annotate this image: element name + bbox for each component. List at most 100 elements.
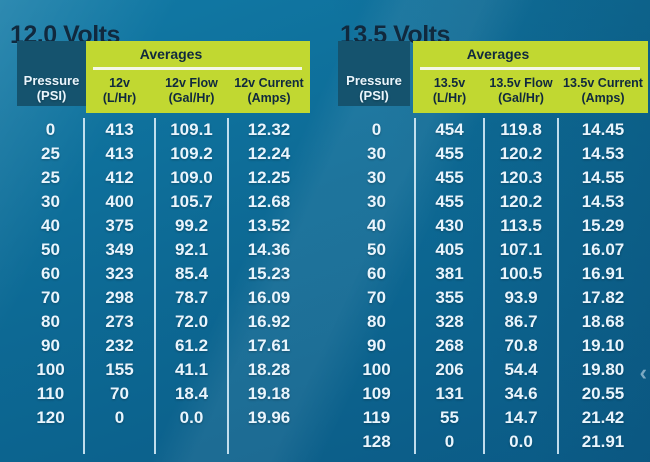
table-cell: 16.92 — [247, 312, 291, 331]
column-header-line1: 12v Current — [234, 76, 304, 90]
averages-underline — [420, 67, 640, 70]
table-cell: 109.2 — [170, 144, 213, 163]
table-cell: 19.96 — [247, 408, 291, 427]
table-cell: 413 — [105, 120, 134, 139]
table-cell: 14.36 — [247, 240, 291, 259]
table-row: 109 131 34.6 20.55 — [338, 382, 648, 406]
table-cell: 298 — [105, 288, 134, 307]
table-cell: 15.23 — [247, 264, 291, 283]
averages-label: Averages — [466, 46, 530, 62]
table-cell: 0 — [45, 120, 56, 139]
table-cell: 100 — [36, 360, 65, 379]
table-row: 110 70 18.4 19.18 — [17, 382, 310, 406]
table-row: 30 455 120.3 14.55 — [338, 166, 648, 190]
table-cell: 120.2 — [499, 192, 543, 211]
table-cell: 17.61 — [247, 336, 291, 355]
table-row: 30 455 120.2 14.53 — [338, 142, 648, 166]
pressure-header-line1: Pressure — [23, 73, 80, 88]
table-cell: 41.1 — [174, 360, 209, 379]
table-cell: 86.7 — [504, 312, 538, 331]
table-cell: 72.0 — [174, 312, 209, 331]
averages-header-band: Averages 12v (L/Hr) 12v Flow (Gal/Hr) 12… — [86, 41, 310, 113]
table-row: 70 355 93.9 17.82 — [338, 286, 648, 310]
column-header-line2: (L/Hr) — [102, 91, 137, 105]
table-row: 0 413 109.1 12.32 — [17, 118, 310, 142]
column-separator — [483, 118, 485, 454]
table-row: 90 232 61.2 17.61 — [17, 334, 310, 358]
table-cell: 12.68 — [247, 192, 291, 211]
table-cell: 105.7 — [170, 192, 213, 211]
column-header-flow-lhr: 12v (L/Hr) — [84, 72, 155, 110]
table-cell: 12.32 — [247, 120, 291, 139]
table-cell: 12.25 — [247, 168, 291, 187]
table-cell: 454 — [435, 120, 464, 139]
table-cell: 100 — [362, 360, 391, 379]
table-cell: 60 — [367, 264, 386, 283]
table-cell: 21.91 — [581, 432, 625, 451]
table-cell: 30 — [41, 192, 60, 211]
table-cell: 13.52 — [247, 216, 291, 235]
table-cell: 70.8 — [504, 336, 538, 355]
table-row: 50 349 92.1 14.36 — [17, 238, 310, 262]
table-cell: 80 — [41, 312, 60, 331]
table-row: 30 455 120.2 14.53 — [338, 190, 648, 214]
table-cell: 18.68 — [581, 312, 625, 331]
table-cell: 60 — [41, 264, 60, 283]
table-cell: 16.09 — [247, 288, 291, 307]
table-row: 80 273 72.0 16.92 — [17, 310, 310, 334]
table-cell: 40 — [367, 216, 386, 235]
table-cell: 120.2 — [499, 144, 543, 163]
pressure-header-cell: Pressure (PSI) — [338, 41, 410, 106]
table-row: 30 400 105.7 12.68 — [17, 190, 310, 214]
column-header-line2: (Amps) — [581, 91, 625, 105]
table-cell: 14.53 — [581, 192, 625, 211]
table-cell: 0 — [114, 408, 125, 427]
table-cell: 15.29 — [581, 216, 625, 235]
table-row: 80 328 86.7 18.68 — [338, 310, 648, 334]
table-cell: 19.18 — [247, 384, 291, 403]
table-row: 70 298 78.7 16.09 — [17, 286, 310, 310]
table-row: 60 323 85.4 15.23 — [17, 262, 310, 286]
table-cell: 107.1 — [499, 240, 543, 259]
table-cell: 455 — [435, 168, 464, 187]
column-separator — [414, 118, 416, 454]
column-header-line1: 13.5v — [433, 76, 466, 90]
table-cell: 50 — [367, 240, 386, 259]
table-cell: 99.2 — [174, 216, 209, 235]
table-cell: 92.1 — [174, 240, 209, 259]
table-cell: 381 — [435, 264, 464, 283]
table-12v-rows: 0 413 109.1 12.32 25 413 109.2 12.24 25 412 109.0 1… — [17, 118, 310, 430]
table-cell: 120.3 — [499, 168, 543, 187]
table-cell: 113.5 — [500, 216, 542, 235]
pressure-header-line2: (PSI) — [36, 88, 67, 103]
table-cell: 25 — [41, 168, 60, 187]
table-cell: 80 — [367, 312, 386, 331]
column-header-current: 13.5v Current (Amps) — [558, 72, 648, 110]
table-row: 40 375 99.2 13.52 — [17, 214, 310, 238]
table-cell: 328 — [435, 312, 464, 331]
table-cell: 18.4 — [174, 384, 209, 403]
table-cell: 375 — [105, 216, 134, 235]
table-cell: 128 — [362, 432, 391, 451]
table-cell: 16.07 — [581, 240, 625, 259]
table-cell: 232 — [105, 336, 134, 355]
table-cell: 405 — [435, 240, 464, 259]
table-cell: 14.53 — [581, 144, 625, 163]
column-header-line1: 13.5v Flow — [489, 76, 553, 90]
table-cell: 70 — [41, 288, 60, 307]
table-cell: 455 — [435, 192, 464, 211]
table-cell: 0.0 — [179, 408, 204, 427]
column-header-line1: 12v Flow — [165, 76, 218, 90]
column-header-flow-galhr: 13.5v Flow (Gal/Hr) — [484, 72, 558, 110]
table-row: 100 155 41.1 18.28 — [17, 358, 310, 382]
table-cell: 70 — [110, 384, 129, 403]
chevron-left-icon[interactable]: ‹ — [639, 360, 647, 385]
table-cell: 25 — [41, 144, 60, 163]
table-cell: 16.91 — [581, 264, 625, 283]
table-row: 90 268 70.8 19.10 — [338, 334, 648, 358]
column-header-line1: 13.5v Current — [563, 76, 643, 90]
column-header-current: 12v Current (Amps) — [228, 72, 310, 110]
table-row: 25 413 109.2 12.24 — [17, 142, 310, 166]
table-cell: 90 — [41, 336, 60, 355]
